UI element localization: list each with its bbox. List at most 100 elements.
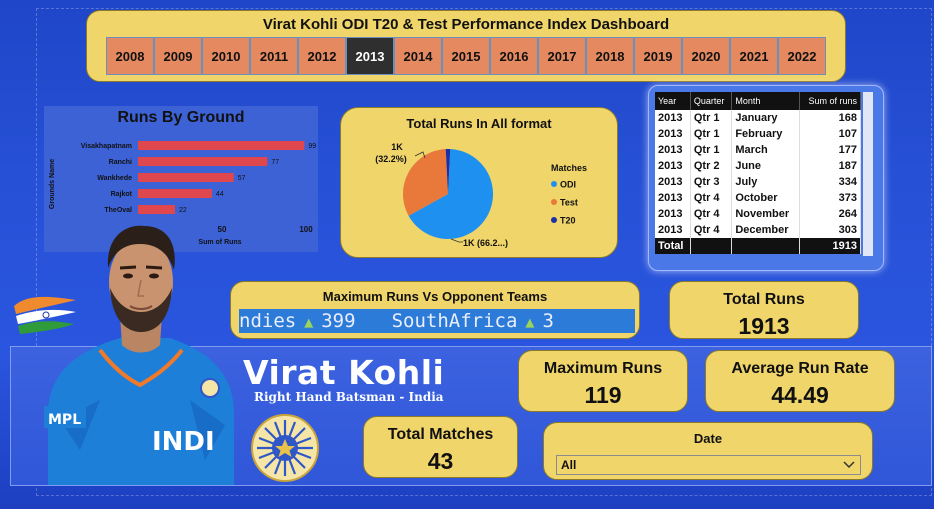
category-label: Ranchi: [109, 159, 132, 166]
date-dropdown[interactable]: All: [556, 455, 861, 475]
table-cell: 373: [799, 190, 862, 206]
bar: [138, 157, 268, 166]
header-panel: Virat Kohli ODI T20 & Test Performance I…: [86, 10, 846, 82]
dashboard-title: Virat Kohli ODI T20 & Test Performance I…: [262, 16, 670, 33]
table-cell: Qtr 1: [690, 126, 733, 142]
table-cell: 177: [799, 142, 862, 158]
total-runs-card: Total Runs 1913: [669, 281, 859, 339]
year-button-2015[interactable]: 2015: [442, 37, 490, 75]
ticker-value: 399: [321, 310, 356, 332]
data-label: 44: [216, 191, 224, 198]
table-cell: [690, 238, 733, 254]
test-pct-label: (32.2%): [375, 154, 407, 164]
table-cell: 2013: [655, 142, 691, 158]
table-cell: July: [731, 174, 800, 190]
column-header[interactable]: Month: [731, 92, 800, 110]
data-label: 22: [179, 207, 187, 214]
table-cell: 264: [799, 206, 862, 222]
bar: [138, 205, 175, 214]
data-label: 77: [271, 159, 279, 166]
kpi-label: Maximum Runs: [543, 360, 663, 377]
year-button-2014[interactable]: 2014: [394, 37, 442, 75]
year-slicer: 2008 2009 2010 2011 2012 2013 2014 2015 2016 2017…: [106, 37, 826, 75]
india-flag-icon: [14, 296, 76, 334]
year-button-2016[interactable]: 2016: [490, 37, 538, 75]
table-cell: Qtr 1: [690, 142, 733, 158]
year-button-2022[interactable]: 2022: [778, 37, 826, 75]
legend-title: Matches: [551, 163, 587, 173]
bar: [138, 189, 212, 198]
table-cell: 168: [799, 110, 862, 126]
bcci-emblem-icon: [251, 414, 319, 482]
table-cell: Qtr 4: [690, 190, 733, 206]
monthly-runs-table-panel: Year Quarter Month Sum of runs 2013 Qtr 1 Jan…: [648, 85, 884, 271]
year-button-2012[interactable]: 2012: [298, 37, 346, 75]
column-header[interactable]: Quarter: [690, 92, 733, 110]
chart-title: Runs By Ground: [117, 109, 245, 126]
table-cell: 187: [799, 158, 862, 174]
kpi-value: 43: [427, 448, 454, 474]
table-row: 2013 Qtr 1 February 107: [655, 126, 862, 142]
category-label: Rajkot: [111, 191, 133, 198]
table-cell: 2013: [655, 126, 691, 142]
bar: [138, 141, 305, 150]
table-cell: 1913: [799, 238, 862, 254]
table-cell: 2013: [655, 158, 691, 174]
year-button-2021[interactable]: 2021: [730, 37, 778, 75]
ticker-item: ndies ▲ 399: [239, 309, 356, 333]
table-cell: Total: [655, 238, 691, 254]
jersey-sponsor: MPL: [48, 412, 81, 428]
kpi-label: Average Run Rate: [731, 360, 869, 377]
category-label: Visakhapatnam: [81, 143, 132, 150]
total-runs-format-chart: Total Runs In All format 1K (32.2%) 1K (66…: [340, 107, 618, 258]
table-row: 2013 Qtr 1 January 168: [655, 110, 862, 126]
column-header[interactable]: Sum of runs: [799, 92, 862, 110]
chevron-down-icon: [843, 461, 855, 469]
legend-item: Test: [560, 198, 578, 208]
year-button-2020[interactable]: 2020: [682, 37, 730, 75]
kpi-value: 44.49: [771, 382, 829, 408]
year-button-2011[interactable]: 2011: [250, 37, 298, 75]
up-arrow-icon: ▲: [525, 313, 535, 331]
data-label: 57: [238, 175, 246, 182]
table-cell: March: [731, 142, 800, 158]
category-label: TheOval: [104, 207, 132, 214]
table-cell: 2013: [655, 174, 691, 190]
legend-marker: [551, 217, 557, 223]
pie-svg: 1K (32.2%) 1K (66.2...) Matches ODI Test T20: [375, 142, 587, 248]
table-cell: February: [731, 126, 800, 142]
up-arrow-icon: ▲: [304, 313, 314, 331]
year-button-2017[interactable]: 2017: [538, 37, 586, 75]
table-row: 2013 Qtr 1 March 177: [655, 142, 862, 158]
year-button-2008[interactable]: 2008: [106, 37, 154, 75]
table-row: 2013 Qtr 4 October 373: [655, 190, 862, 206]
table-scrollbar[interactable]: [863, 92, 873, 256]
year-button-2013[interactable]: 2013: [346, 37, 394, 75]
odi-value-label: 1K (66.2...): [463, 238, 508, 248]
column-header[interactable]: Year: [655, 92, 691, 110]
table-row: 2013 Qtr 4 November 264: [655, 206, 862, 222]
table-cell: 2013: [655, 110, 691, 126]
table-cell: 2013: [655, 206, 691, 222]
table-cell: [731, 238, 800, 254]
table-cell: Qtr 2: [690, 158, 733, 174]
table-cell: December: [731, 222, 800, 238]
year-button-2009[interactable]: 2009: [154, 37, 202, 75]
player-photo: MPL INDI: [44, 225, 234, 485]
table-row: 2013 Qtr 3 July 334: [655, 174, 862, 190]
table-row: 2013 Qtr 2 June 187: [655, 158, 862, 174]
test-value-label: 1K: [391, 142, 403, 152]
year-button-2010[interactable]: 2010: [202, 37, 250, 75]
pie-slice-t20: [445, 149, 451, 194]
year-button-2019[interactable]: 2019: [634, 37, 682, 75]
bar: [138, 173, 234, 182]
date-dropdown-value: All: [561, 458, 577, 472]
ticker-title: Maximum Runs Vs Opponent Teams: [322, 289, 548, 304]
table-cell: 334: [799, 174, 862, 190]
table-cell: 107: [799, 126, 862, 142]
year-button-2018[interactable]: 2018: [586, 37, 634, 75]
table-cell: 2013: [655, 190, 691, 206]
total-matches-card: Total Matches 43: [363, 416, 518, 478]
opponent-ticker[interactable]: ndies ▲ 399 SouthAfrica ▲ 3: [239, 309, 635, 333]
player-subtitle: Right Hand Batsman - India: [254, 390, 444, 404]
